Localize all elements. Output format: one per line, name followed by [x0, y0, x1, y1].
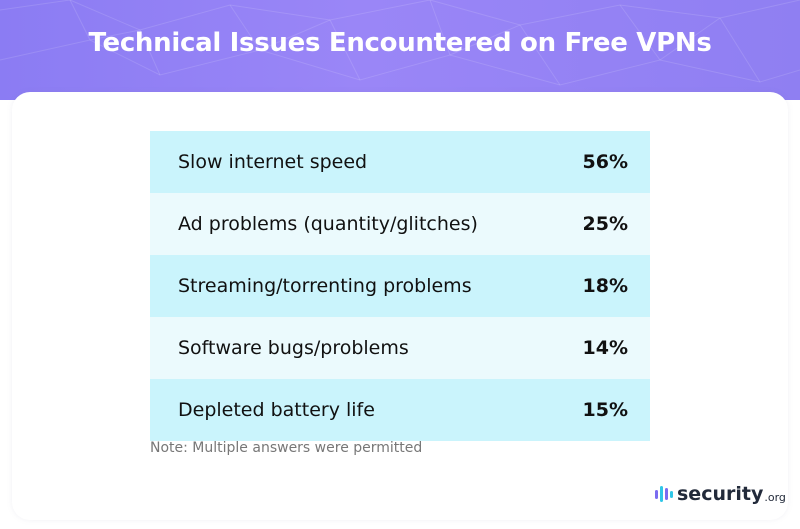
table-row: Streaming/torrenting problems 18% — [150, 255, 650, 317]
security-org-logo: security .org — [655, 482, 786, 506]
row-value: 56% — [582, 151, 628, 173]
table-row: Software bugs/problems 14% — [150, 317, 650, 379]
row-label: Software bugs/problems — [178, 337, 409, 359]
row-value: 18% — [582, 275, 628, 297]
logo-word: security — [677, 483, 764, 505]
row-label: Streaming/torrenting problems — [178, 275, 472, 297]
header-pattern — [0, 0, 800, 86]
table-row: Ad problems (quantity/glitches) 25% — [150, 193, 650, 255]
logo-bars-icon — [655, 486, 673, 502]
row-label: Ad problems (quantity/glitches) — [178, 213, 478, 235]
table-row: Depleted battery life 15% — [150, 379, 650, 441]
footnote: Note: Multiple answers were permitted — [150, 440, 423, 456]
row-value: 14% — [582, 337, 628, 359]
data-table: Slow internet speed 56% Ad problems (quant… — [150, 131, 650, 441]
row-label: Depleted battery life — [178, 399, 375, 421]
header-banner: Technical Issues Encountered on Free VPN… — [0, 0, 800, 100]
row-value: 25% — [582, 213, 628, 235]
row-label: Slow internet speed — [178, 151, 368, 173]
logo-tld: .org — [764, 490, 786, 504]
row-value: 15% — [582, 399, 628, 421]
page-title: Technical Issues Encountered on Free VPN… — [88, 28, 712, 58]
table-row: Slow internet speed 56% — [150, 131, 650, 193]
